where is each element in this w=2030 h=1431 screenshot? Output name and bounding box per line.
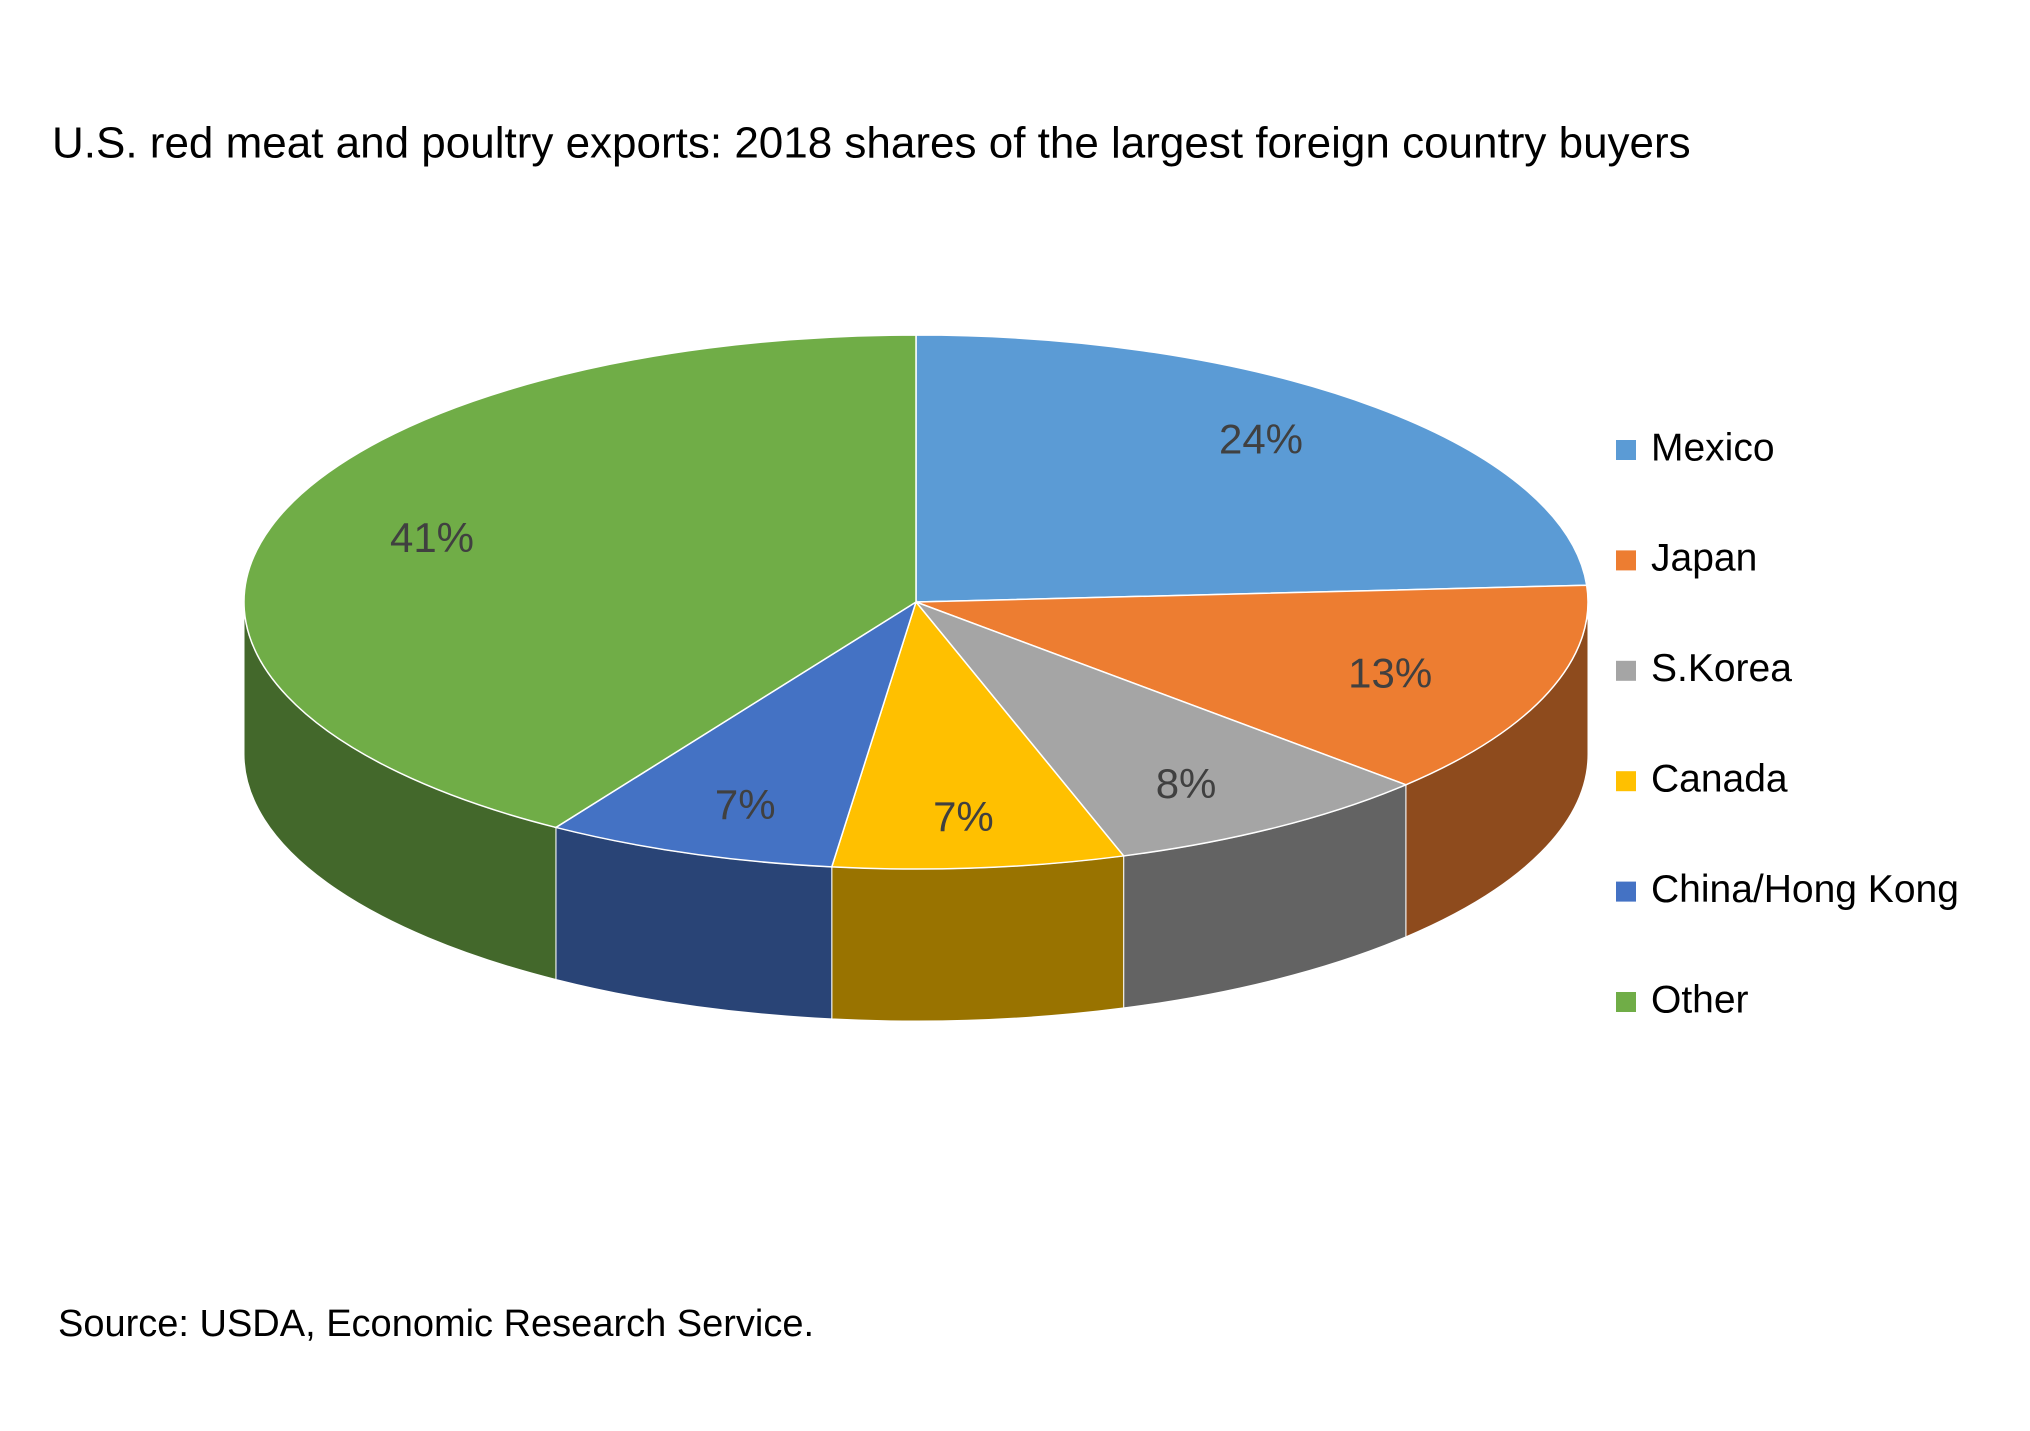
slice [915, 334, 1588, 603]
data-label: 8% [1156, 760, 1217, 807]
slice [913, 600, 1408, 857]
legend-label: Canada [1651, 757, 1788, 800]
slice-side [831, 855, 1125, 1022]
legend-label: Mexico [1651, 426, 1775, 469]
source-note: Source: USDA, Economic Research Service. [58, 1303, 814, 1345]
legend-swatch [1616, 660, 1636, 681]
data-label: 41% [390, 514, 474, 561]
data-label: 24% [1219, 415, 1303, 462]
slice [554, 600, 918, 868]
legend-swatch [1616, 440, 1636, 460]
legend-label: S.Korea [1651, 647, 1792, 690]
legend-swatch [1616, 771, 1636, 792]
data-label: 7% [715, 781, 776, 828]
legend-swatch [1616, 992, 1636, 1012]
legend-label: Japan [1651, 537, 1757, 580]
legend-swatch [1616, 550, 1636, 571]
legend-label: China/Hong Kong [1651, 868, 1959, 911]
legend-swatch [1616, 881, 1636, 902]
legend-label: Other [1651, 978, 1749, 1021]
chart-title: U.S. red meat and poultry exports: 2018 … [52, 119, 1691, 168]
slice [243, 334, 917, 829]
data-label: 13% [1348, 649, 1432, 696]
slice [915, 584, 1589, 786]
slice [830, 600, 1126, 870]
data-label: 7% [933, 793, 994, 840]
